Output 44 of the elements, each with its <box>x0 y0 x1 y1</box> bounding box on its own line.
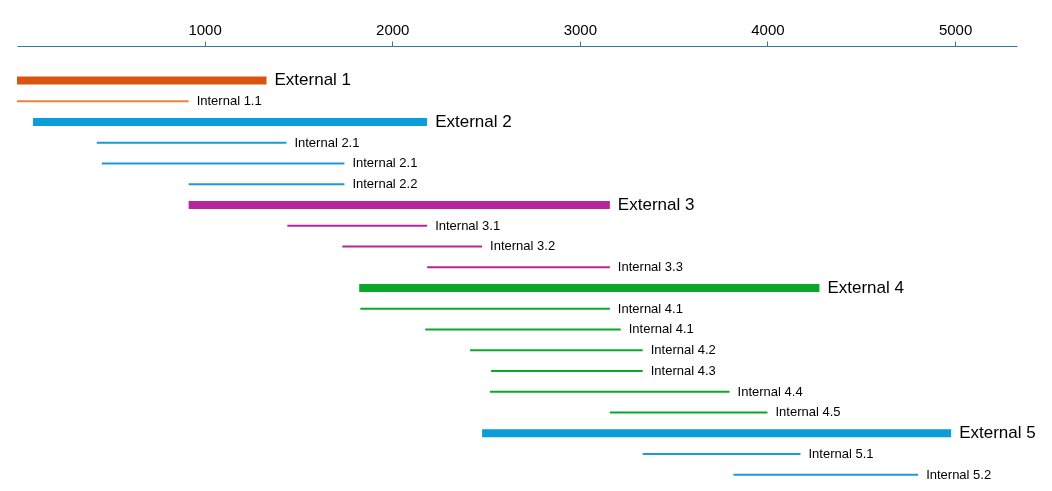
y-tick-label: Internal 4.5 <box>775 404 841 420</box>
y-tick-label: External 2 <box>435 111 512 131</box>
x-tick-label: 3000 <box>563 20 598 38</box>
bar <box>470 349 643 352</box>
y-tick-label: Internal 1.1 <box>196 93 262 109</box>
bar <box>96 141 287 144</box>
y-tick-label: Internal 5.1 <box>808 445 874 461</box>
x-tick-label: 2000 <box>376 20 410 38</box>
y-tick-label: Internal 3.1 <box>435 217 501 233</box>
bar <box>32 117 428 126</box>
y-tick-label: Internal 3.2 <box>490 238 556 254</box>
x-tick-label: 1000 <box>188 20 222 38</box>
bar <box>733 473 919 476</box>
bar <box>188 183 345 186</box>
y-tick-label: Internal 2.1 <box>294 134 360 150</box>
y-tick-label: External 5 <box>959 423 1036 443</box>
y-tick-label: Internal 5.2 <box>926 466 992 482</box>
bar <box>342 245 483 248</box>
y-tick-label: External 1 <box>274 70 352 90</box>
y-tick-label: Internal 4.1 <box>628 321 694 337</box>
y-tick-label: External 3 <box>617 194 695 214</box>
bar <box>482 429 952 438</box>
bar <box>188 200 610 209</box>
bar <box>17 100 189 103</box>
bar <box>642 452 801 455</box>
bar <box>427 266 610 269</box>
y-tick-label: Internal 4.1 <box>617 300 683 316</box>
bar <box>425 328 621 331</box>
y-tick-label: Internal 2.2 <box>352 176 418 192</box>
y-tick-label: External 4 <box>827 277 904 297</box>
y-tick-label: Internal 3.3 <box>617 259 683 275</box>
y-tick-label: Internal 2.1 <box>352 155 418 171</box>
x-tick-label: 4000 <box>751 20 785 38</box>
bar <box>17 76 267 85</box>
y-tick-label: Internal 4.2 <box>650 342 716 358</box>
y-tick-label: Internal 4.3 <box>650 362 716 378</box>
bar <box>101 162 345 165</box>
x-tick-label: 5000 <box>938 20 973 38</box>
bar <box>360 307 610 310</box>
bar <box>287 224 428 227</box>
bar <box>491 369 643 372</box>
y-tick-label: Internal 4.4 <box>737 383 803 399</box>
bar <box>609 411 768 414</box>
bar <box>489 390 730 393</box>
